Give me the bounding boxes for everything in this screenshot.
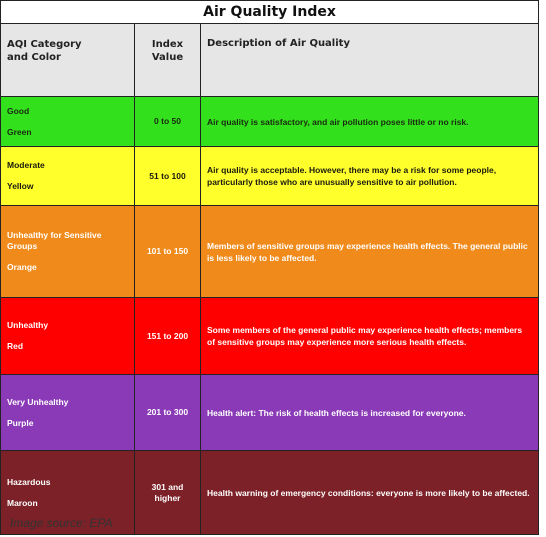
category-color-name: Yellow — [7, 181, 34, 191]
table-body: Good Green 0 to 50 Air quality is satisfact… — [0, 96, 540, 535]
category-color-name: Red — [7, 341, 24, 351]
header-index-line2: Value — [151, 52, 184, 63]
category-cell: Very Unhealthy Purple — [0, 374, 135, 451]
index-value-cell: 301 and higher — [134, 450, 201, 535]
category-name: Unhealthy — [7, 320, 49, 330]
table-row: Good Green 0 to 50 Air quality is satisfact… — [0, 96, 540, 147]
header-index-line1: Index — [151, 39, 184, 50]
category-color-name: Purple — [7, 417, 34, 428]
category-name: Moderate — [7, 160, 45, 170]
index-value-cell: 151 to 200 — [134, 297, 201, 375]
index-value-cell: 0 to 50 — [134, 96, 201, 147]
table-row: Moderate Yellow 51 to 100 Air quality is ac… — [0, 146, 540, 206]
category-color-name: Orange — [7, 262, 37, 272]
category-name: Hazardous — [7, 476, 51, 487]
category-cell: Good Green — [0, 96, 135, 147]
index-value-cell: 51 to 100 — [134, 146, 201, 206]
table-row: Very Unhealthy Purple 201 to 300 Health ale… — [0, 374, 540, 451]
header-category: AQI Category and Color — [0, 23, 135, 97]
index-value-cell: 201 to 300 — [134, 374, 201, 451]
description-cell: Air quality is satisfactory, and air pol… — [199, 96, 540, 147]
header-index: Index Value — [134, 23, 201, 97]
category-cell: Hazardous Maroon — [0, 450, 135, 535]
category-color-name: Green — [7, 126, 32, 137]
description-cell: Air quality is acceptable. However, ther… — [199, 146, 540, 206]
category-cell: Unhealthy Red — [0, 297, 135, 375]
header-category-line1: AQI Category — [7, 39, 82, 50]
description-cell: Health alert: The risk of health effects… — [199, 374, 540, 451]
table-row: Unhealthy for Sensitive Groups Orange 101 … — [0, 205, 540, 298]
category-cell: Unhealthy for Sensitive Groups Orange — [0, 205, 135, 298]
description-cell: Health warning of emergency conditions: … — [199, 450, 540, 535]
table-row: Unhealthy Red 151 to 200 Some members of th… — [0, 297, 540, 375]
category-color-name: Maroon — [7, 497, 38, 508]
category-name: Good — [7, 105, 30, 116]
table-row: Hazardous Maroon 301 and higher Health warn… — [0, 450, 540, 535]
image-source-caption: Image source: EPA — [10, 516, 113, 530]
header-row: AQI Category and Color Index Value Descr… — [0, 23, 540, 97]
index-value-cell: 101 to 150 — [134, 205, 201, 298]
table-title: Air Quality Index — [0, 0, 540, 24]
category-cell: Moderate Yellow — [0, 146, 135, 206]
description-cell: Members of sensitive groups may experien… — [199, 205, 540, 298]
category-name: Unhealthy for Sensitive Groups — [7, 230, 102, 251]
header-category-line2: and Color — [7, 52, 61, 63]
category-name: Very Unhealthy — [7, 396, 69, 407]
description-cell: Some members of the general public may e… — [199, 297, 540, 375]
header-description: Description of Air Quality — [199, 23, 540, 97]
